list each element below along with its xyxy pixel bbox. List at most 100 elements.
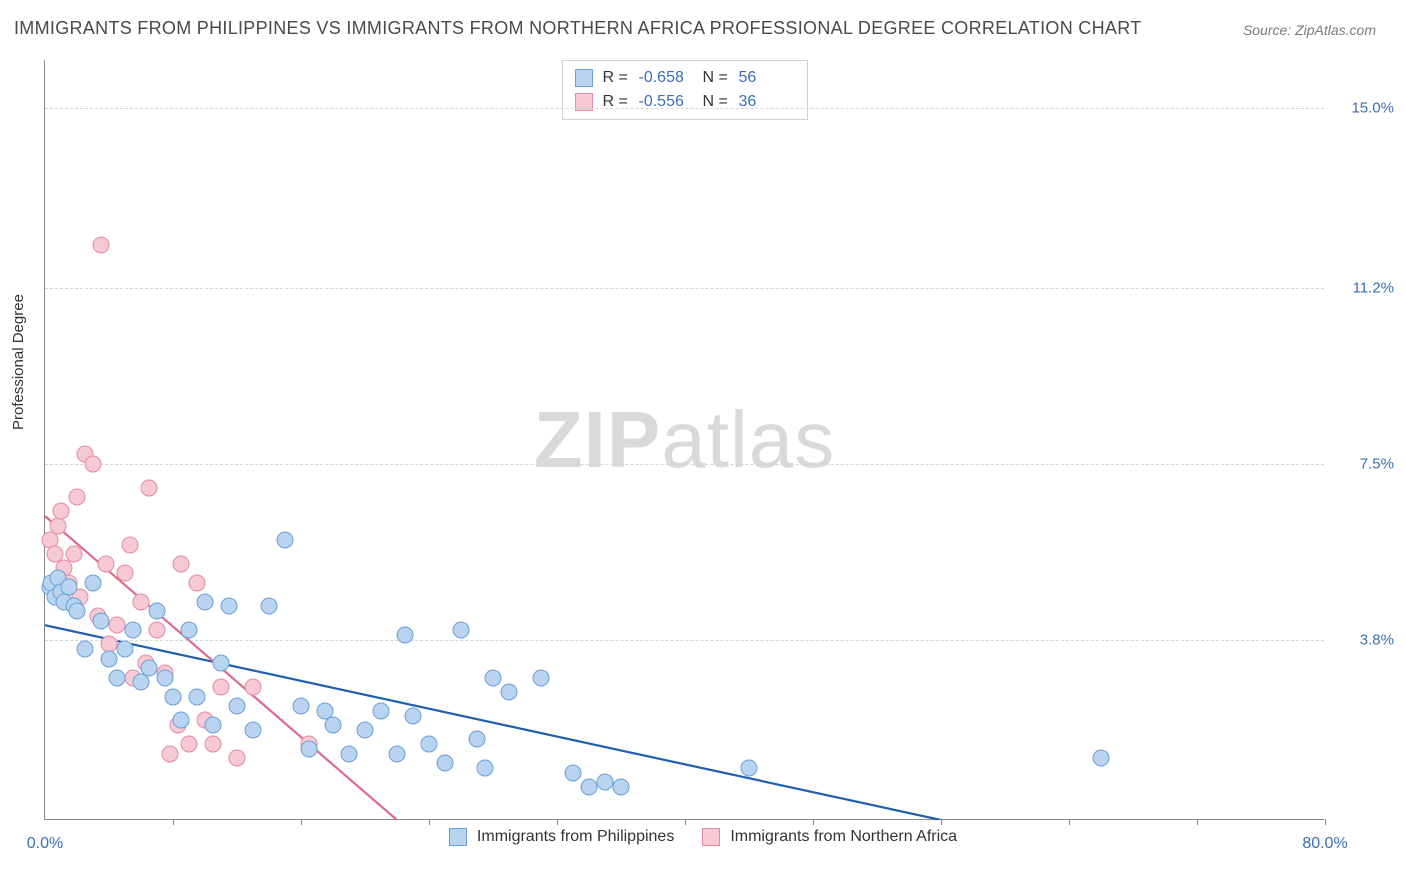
- point-philippines: [197, 593, 214, 610]
- point-philippines: [93, 612, 110, 629]
- legend-row-nafrica: R = -0.556 N = 36: [575, 90, 795, 114]
- point-philippines: [341, 745, 358, 762]
- point-philippines: [181, 622, 198, 639]
- point-philippines: [325, 717, 342, 734]
- x-tick: [429, 819, 430, 825]
- point-philippines: [109, 669, 126, 686]
- point-philippines: [597, 774, 614, 791]
- point-philippines: [189, 688, 206, 705]
- x-tick: [941, 819, 942, 825]
- point-philippines: [245, 721, 262, 738]
- y-axis-label: Professional Degree: [10, 294, 27, 430]
- chart-title: IMMIGRANTS FROM PHILIPPINES VS IMMIGRANT…: [14, 18, 1141, 39]
- point-philippines: [477, 759, 494, 776]
- y-tick-label: 7.5%: [1334, 455, 1394, 472]
- point-philippines: [149, 603, 166, 620]
- point-philippines: [293, 698, 310, 715]
- point-philippines: [397, 626, 414, 643]
- point-philippines: [565, 764, 582, 781]
- point-philippines: [389, 745, 406, 762]
- legend-item-philippines: Immigrants from Philippines: [449, 828, 674, 846]
- x-tick: [685, 819, 686, 825]
- legend-row-philippines: R = -0.658 N = 56: [575, 66, 795, 90]
- point-nafrica: [97, 555, 114, 572]
- point-philippines: [173, 712, 190, 729]
- point-philippines: [85, 574, 102, 591]
- legend-series: Immigrants from Philippines Immigrants f…: [0, 828, 1406, 846]
- point-nafrica: [69, 489, 86, 506]
- point-nafrica: [181, 736, 198, 753]
- point-nafrica: [189, 574, 206, 591]
- x-tick: [1069, 819, 1070, 825]
- plot-area: ZIPatlas R = -0.658 N = 56 R = -0.556 N …: [44, 60, 1324, 820]
- point-philippines: [453, 622, 470, 639]
- point-nafrica: [173, 555, 190, 572]
- point-nafrica: [161, 745, 178, 762]
- point-philippines: [77, 641, 94, 658]
- gridline: [45, 464, 1324, 465]
- point-philippines: [117, 641, 134, 658]
- point-nafrica: [213, 679, 230, 696]
- x-tick: [557, 819, 558, 825]
- point-nafrica: [65, 546, 82, 563]
- point-nafrica: [85, 455, 102, 472]
- x-tick: [173, 819, 174, 825]
- x-tick: [301, 819, 302, 825]
- gridline: [45, 640, 1324, 641]
- point-nafrica: [245, 679, 262, 696]
- point-philippines: [421, 736, 438, 753]
- point-philippines: [221, 598, 238, 615]
- point-philippines: [277, 531, 294, 548]
- swatch-philippines-icon: [449, 828, 467, 846]
- x-tick: [1325, 819, 1326, 825]
- y-tick-label: 3.8%: [1334, 631, 1394, 648]
- legend-item-nafrica: Immigrants from Northern Africa: [702, 828, 957, 846]
- point-philippines: [501, 683, 518, 700]
- y-tick-label: 11.2%: [1334, 280, 1394, 297]
- point-nafrica: [133, 593, 150, 610]
- legend-correlation: R = -0.658 N = 56 R = -0.556 N = 36: [562, 60, 808, 120]
- point-nafrica: [229, 750, 246, 767]
- point-philippines: [1093, 750, 1110, 767]
- watermark: ZIPatlas: [534, 394, 835, 486]
- point-philippines: [69, 603, 86, 620]
- point-philippines: [741, 759, 758, 776]
- point-philippines: [405, 707, 422, 724]
- point-philippines: [213, 655, 230, 672]
- point-nafrica: [49, 517, 66, 534]
- point-philippines: [357, 721, 374, 738]
- point-philippines: [533, 669, 550, 686]
- point-philippines: [61, 579, 78, 596]
- x-tick: [1197, 819, 1198, 825]
- point-philippines: [485, 669, 502, 686]
- point-nafrica: [53, 503, 70, 520]
- point-nafrica: [121, 536, 138, 553]
- point-nafrica: [141, 479, 158, 496]
- point-philippines: [613, 778, 630, 795]
- point-nafrica: [109, 617, 126, 634]
- point-nafrica: [93, 237, 110, 254]
- point-philippines: [301, 740, 318, 757]
- chart-container: IMMIGRANTS FROM PHILIPPINES VS IMMIGRANT…: [0, 0, 1406, 892]
- swatch-nafrica-icon: [702, 828, 720, 846]
- point-philippines: [157, 669, 174, 686]
- point-nafrica: [117, 565, 134, 582]
- point-philippines: [165, 688, 182, 705]
- gridline: [45, 288, 1324, 289]
- point-philippines: [437, 755, 454, 772]
- swatch-philippines-icon: [575, 69, 593, 87]
- y-tick-label: 15.0%: [1334, 99, 1394, 116]
- point-philippines: [469, 731, 486, 748]
- point-philippines: [373, 702, 390, 719]
- point-philippines: [261, 598, 278, 615]
- gridline: [45, 108, 1324, 109]
- x-tick: [813, 819, 814, 825]
- point-philippines: [141, 660, 158, 677]
- point-philippines: [125, 622, 142, 639]
- point-nafrica: [205, 736, 222, 753]
- point-philippines: [581, 778, 598, 795]
- point-philippines: [205, 717, 222, 734]
- point-nafrica: [149, 622, 166, 639]
- point-philippines: [101, 650, 118, 667]
- source-attribution: Source: ZipAtlas.com: [1243, 22, 1376, 38]
